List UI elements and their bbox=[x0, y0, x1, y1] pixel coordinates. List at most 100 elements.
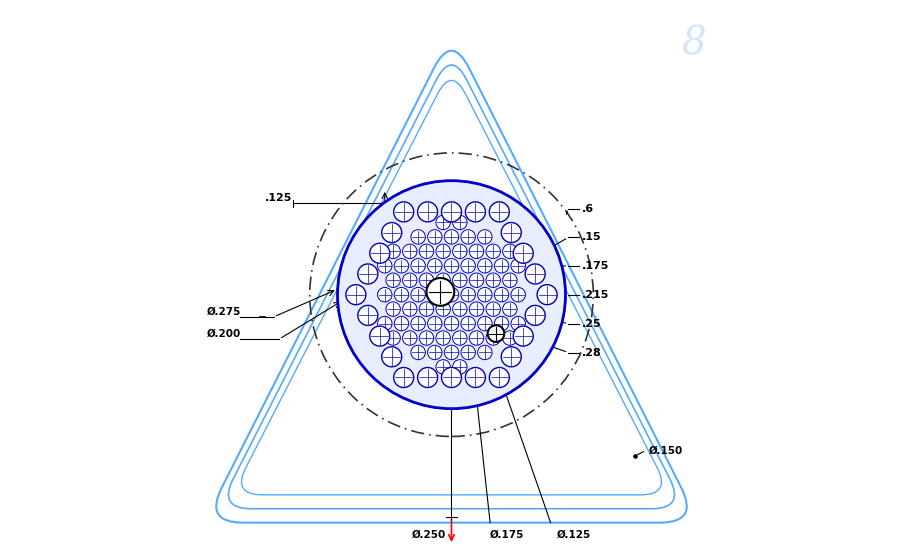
Text: .125: .125 bbox=[265, 193, 292, 203]
Circle shape bbox=[377, 316, 391, 331]
Circle shape bbox=[477, 345, 492, 360]
Circle shape bbox=[485, 331, 500, 345]
Circle shape bbox=[441, 202, 461, 222]
Circle shape bbox=[419, 331, 433, 345]
Circle shape bbox=[465, 202, 485, 222]
Text: .175: .175 bbox=[582, 261, 609, 271]
Circle shape bbox=[393, 368, 413, 388]
Circle shape bbox=[428, 316, 442, 331]
Circle shape bbox=[452, 215, 466, 230]
Circle shape bbox=[377, 287, 391, 302]
Circle shape bbox=[382, 222, 401, 242]
Circle shape bbox=[394, 287, 409, 302]
Circle shape bbox=[402, 244, 417, 259]
Circle shape bbox=[385, 302, 400, 316]
Circle shape bbox=[385, 273, 400, 287]
Circle shape bbox=[502, 331, 517, 345]
Text: .215: .215 bbox=[582, 290, 609, 300]
Circle shape bbox=[436, 215, 450, 230]
Circle shape bbox=[460, 345, 474, 360]
Circle shape bbox=[493, 259, 508, 273]
Circle shape bbox=[419, 273, 433, 287]
Circle shape bbox=[345, 285, 365, 305]
Text: Ø.175: Ø.175 bbox=[490, 530, 524, 540]
Circle shape bbox=[452, 331, 466, 345]
Circle shape bbox=[436, 273, 450, 287]
Circle shape bbox=[337, 181, 565, 409]
Circle shape bbox=[452, 360, 466, 374]
Circle shape bbox=[460, 230, 474, 244]
Circle shape bbox=[489, 368, 509, 388]
Circle shape bbox=[444, 345, 458, 360]
Circle shape bbox=[402, 273, 417, 287]
Circle shape bbox=[469, 244, 483, 259]
Circle shape bbox=[428, 230, 442, 244]
Circle shape bbox=[419, 244, 433, 259]
Circle shape bbox=[417, 368, 437, 388]
Circle shape bbox=[385, 244, 400, 259]
Circle shape bbox=[357, 264, 377, 284]
Circle shape bbox=[525, 264, 545, 284]
Circle shape bbox=[469, 302, 483, 316]
Circle shape bbox=[436, 302, 450, 316]
Text: Ø.125: Ø.125 bbox=[556, 530, 590, 540]
Circle shape bbox=[337, 181, 565, 409]
Circle shape bbox=[501, 347, 520, 367]
Circle shape bbox=[493, 287, 508, 302]
Circle shape bbox=[369, 326, 390, 346]
Circle shape bbox=[436, 331, 450, 345]
Text: Ø.150: Ø.150 bbox=[649, 445, 683, 455]
Circle shape bbox=[402, 302, 417, 316]
Text: .28: .28 bbox=[582, 348, 602, 358]
Circle shape bbox=[493, 316, 508, 331]
Circle shape bbox=[469, 331, 483, 345]
Circle shape bbox=[512, 326, 533, 346]
Circle shape bbox=[428, 345, 442, 360]
Circle shape bbox=[537, 285, 557, 305]
Circle shape bbox=[394, 259, 409, 273]
Circle shape bbox=[394, 316, 409, 331]
Circle shape bbox=[393, 202, 413, 222]
Circle shape bbox=[357, 305, 377, 325]
Circle shape bbox=[444, 259, 458, 273]
Circle shape bbox=[525, 305, 545, 325]
Circle shape bbox=[444, 316, 458, 331]
Circle shape bbox=[441, 368, 461, 388]
Circle shape bbox=[452, 244, 466, 259]
Circle shape bbox=[465, 368, 485, 388]
Circle shape bbox=[460, 287, 474, 302]
Circle shape bbox=[460, 259, 474, 273]
Circle shape bbox=[511, 316, 525, 331]
Circle shape bbox=[410, 345, 425, 360]
Circle shape bbox=[512, 244, 533, 264]
Circle shape bbox=[477, 259, 492, 273]
Circle shape bbox=[477, 287, 492, 302]
Circle shape bbox=[444, 230, 458, 244]
Circle shape bbox=[410, 316, 425, 331]
Circle shape bbox=[428, 259, 442, 273]
Circle shape bbox=[477, 316, 492, 331]
Circle shape bbox=[501, 222, 520, 242]
Circle shape bbox=[419, 302, 433, 316]
Circle shape bbox=[487, 325, 503, 342]
Circle shape bbox=[436, 244, 450, 259]
Text: Ø.250: Ø.250 bbox=[411, 530, 446, 540]
Circle shape bbox=[511, 287, 525, 302]
Circle shape bbox=[477, 230, 492, 244]
Circle shape bbox=[511, 259, 525, 273]
Circle shape bbox=[369, 244, 390, 264]
Circle shape bbox=[452, 273, 466, 287]
Circle shape bbox=[377, 259, 391, 273]
Text: .25: .25 bbox=[582, 319, 601, 329]
Circle shape bbox=[402, 331, 417, 345]
Circle shape bbox=[469, 273, 483, 287]
Circle shape bbox=[502, 302, 517, 316]
Circle shape bbox=[428, 287, 442, 302]
Circle shape bbox=[382, 347, 401, 367]
Text: .15: .15 bbox=[582, 232, 601, 242]
Text: 8: 8 bbox=[680, 26, 705, 63]
Text: .6: .6 bbox=[582, 203, 594, 214]
Circle shape bbox=[385, 331, 400, 345]
Text: Ø.275: Ø.275 bbox=[207, 306, 241, 316]
Circle shape bbox=[417, 202, 437, 222]
